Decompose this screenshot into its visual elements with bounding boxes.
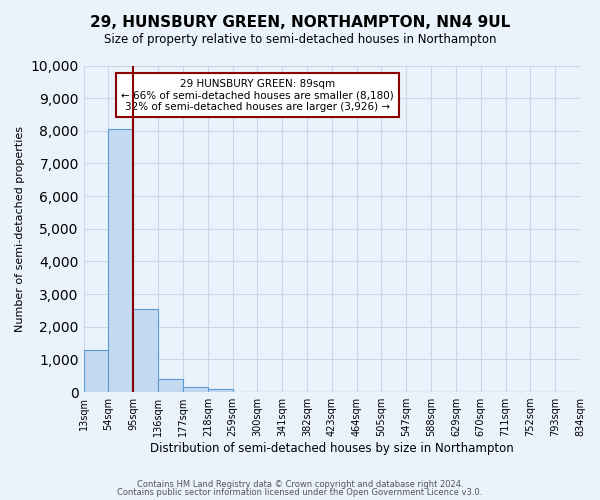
- Text: 29 HUNSBURY GREEN: 89sqm
← 66% of semi-detached houses are smaller (8,180)
32% o: 29 HUNSBURY GREEN: 89sqm ← 66% of semi-d…: [121, 78, 394, 112]
- Text: Contains public sector information licensed under the Open Government Licence v3: Contains public sector information licen…: [118, 488, 482, 497]
- Bar: [158, 379, 183, 392]
- Text: Contains HM Land Registry data © Crown copyright and database right 2024.: Contains HM Land Registry data © Crown c…: [137, 480, 463, 489]
- Bar: [83, 350, 109, 392]
- Bar: [208, 389, 233, 392]
- Y-axis label: Number of semi-detached properties: Number of semi-detached properties: [15, 126, 25, 332]
- Text: 29, HUNSBURY GREEN, NORTHAMPTON, NN4 9UL: 29, HUNSBURY GREEN, NORTHAMPTON, NN4 9UL: [90, 15, 510, 30]
- Bar: [133, 309, 158, 392]
- X-axis label: Distribution of semi-detached houses by size in Northampton: Distribution of semi-detached houses by …: [150, 442, 514, 455]
- Bar: [183, 387, 208, 392]
- Text: Size of property relative to semi-detached houses in Northampton: Size of property relative to semi-detach…: [104, 32, 496, 46]
- Bar: [109, 129, 133, 392]
